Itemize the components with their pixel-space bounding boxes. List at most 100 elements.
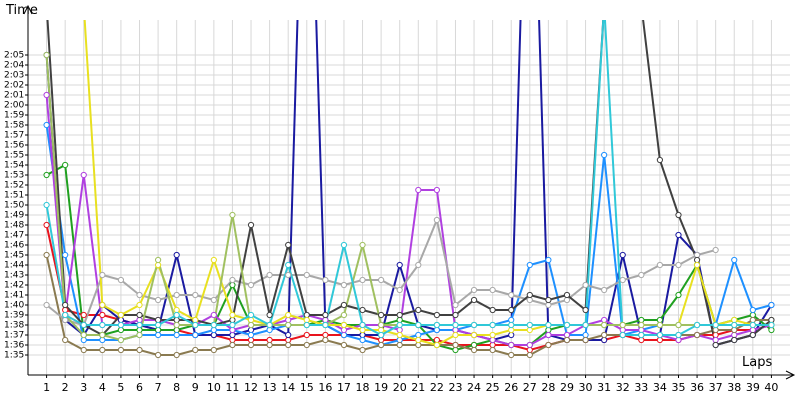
- data-point: [136, 301, 143, 309]
- x-tick-label: 24: [467, 381, 481, 394]
- x-tick-label: 30: [579, 381, 593, 394]
- data-point: [210, 256, 217, 264]
- data-point: [192, 291, 199, 299]
- data-point: [768, 301, 775, 309]
- data-point: [173, 331, 180, 339]
- data-point: [136, 316, 143, 324]
- data-point: [693, 256, 701, 264]
- data-point: [210, 311, 217, 319]
- x-tick-label: 19: [374, 381, 388, 394]
- x-tick-label: 20: [393, 381, 407, 394]
- x-tick-label: 18: [356, 381, 370, 394]
- data-point: [303, 321, 310, 329]
- x-tick-label: 12: [244, 381, 258, 394]
- data-point: [619, 331, 626, 339]
- data-point: [154, 326, 162, 334]
- y-tick-label: 1:52: [4, 181, 24, 191]
- y-tick-label: 1:50: [4, 201, 24, 211]
- data-point: [508, 341, 515, 349]
- data-point: [266, 321, 273, 329]
- x-tick-label: 37: [709, 381, 723, 394]
- data-point: [210, 326, 217, 334]
- data-point: [173, 351, 180, 359]
- x-tick-label: 25: [486, 381, 500, 394]
- data-point: [563, 336, 571, 344]
- data-point: [396, 336, 403, 344]
- data-point: [285, 261, 292, 269]
- data-point: [340, 326, 348, 334]
- data-point: [582, 321, 589, 329]
- x-tick-label: 13: [263, 381, 277, 394]
- data-point: [638, 326, 645, 334]
- data-point: [378, 336, 385, 344]
- data-point: [656, 316, 664, 324]
- data-point: [638, 271, 645, 279]
- data-point: [154, 321, 162, 329]
- data-point: [285, 321, 292, 329]
- data-point: [303, 341, 310, 349]
- data-point: [470, 296, 478, 304]
- data-point: [768, 326, 775, 334]
- data-point: [396, 326, 403, 334]
- data-point: [210, 346, 217, 354]
- data-point: [136, 326, 143, 334]
- data-point: [582, 281, 589, 289]
- data-point: [452, 301, 459, 309]
- data-point: [136, 321, 143, 329]
- y-tick-label: 1:56: [4, 141, 24, 151]
- data-point: [712, 321, 719, 329]
- data-point: [359, 241, 366, 249]
- x-tick-label: 4: [99, 381, 106, 394]
- y-tick-label: 2:03: [4, 71, 24, 81]
- data-point: [173, 291, 180, 299]
- data-point: [192, 316, 199, 324]
- data-point: [340, 281, 348, 289]
- data-point: [154, 351, 162, 359]
- data-point: [563, 291, 571, 299]
- x-tick-label: 36: [690, 381, 704, 394]
- data-point: [247, 316, 255, 324]
- data-point: [43, 221, 50, 229]
- data-point: [415, 336, 422, 344]
- data-point: [359, 336, 366, 344]
- data-point: [526, 346, 533, 354]
- x-tick-label: 10: [207, 381, 221, 394]
- data-point: [229, 211, 236, 219]
- data-point: [396, 311, 403, 319]
- data-point: [731, 326, 738, 334]
- x-tick-label: 11: [225, 381, 239, 394]
- data-point: [285, 271, 292, 279]
- data-point: [693, 251, 701, 259]
- data-point: [675, 261, 682, 269]
- y-tick-label: 1:49: [4, 211, 24, 221]
- data-point: [173, 306, 180, 314]
- data-point: [545, 331, 552, 339]
- data-point: [303, 311, 310, 319]
- data-point: [675, 321, 682, 329]
- data-point: [359, 276, 366, 284]
- data-point: [117, 316, 125, 324]
- y-tick-label: 2:02: [4, 81, 24, 91]
- x-tick-label: 27: [523, 381, 537, 394]
- data-point: [452, 341, 459, 349]
- data-point: [378, 276, 385, 284]
- data-point: [693, 331, 701, 339]
- data-point: [526, 261, 533, 269]
- data-point: [396, 341, 403, 349]
- data-point: [693, 261, 701, 269]
- y-tick-label: 1:35: [4, 351, 24, 361]
- data-point: [322, 336, 329, 344]
- x-tick-label: 6: [136, 381, 143, 394]
- data-point: [62, 161, 69, 169]
- data-point: [749, 316, 756, 324]
- x-tick-label: 9: [192, 381, 199, 394]
- x-tick-label: 38: [727, 381, 741, 394]
- data-point: [563, 321, 571, 329]
- data-point: [117, 336, 125, 344]
- data-point: [526, 326, 533, 334]
- data-point: [229, 326, 236, 334]
- data-point: [62, 336, 69, 344]
- data-point: [656, 261, 664, 269]
- data-point: [378, 331, 385, 339]
- data-point: [99, 331, 106, 339]
